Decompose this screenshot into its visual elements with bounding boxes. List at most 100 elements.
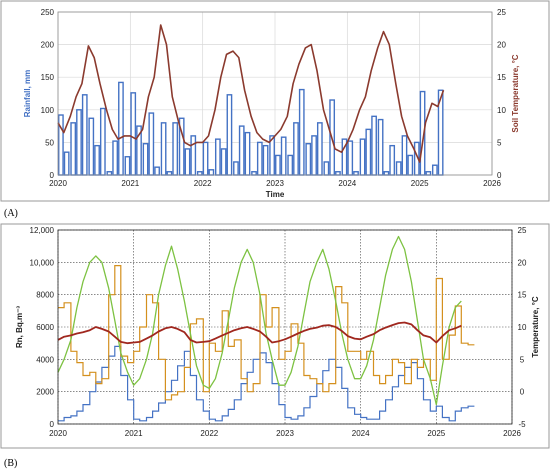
- chart-a-rainfall-bar: [70, 122, 77, 176]
- chart-a-rainfall-bar: [63, 151, 70, 176]
- chart-a-y-left-tick-label: 250: [41, 8, 55, 17]
- chart-a-x-axis-title: Time: [266, 190, 285, 199]
- chart-a-x-tick-label: 2020: [49, 179, 67, 188]
- chart-b-x-tick-label: 2020: [49, 429, 67, 438]
- chart-a-rainfall-bar: [124, 156, 131, 176]
- chart-a-rainfall-bar: [208, 169, 215, 176]
- chart-a-rainfall-bar: [99, 107, 106, 176]
- chart-a-rainfall-bar: [226, 94, 233, 176]
- chart-a-y-right-tick-label: 5: [497, 138, 502, 147]
- chart-a-rainfall-bar: [311, 135, 317, 176]
- chart-a-rainfall-bar: [335, 171, 341, 176]
- chart-b-y-left-tick-label: 6000: [36, 323, 54, 332]
- chart-a-rainfall-bar: [395, 161, 402, 176]
- chart-a-rainfall-bar: [305, 143, 312, 176]
- chart-a-rainfall-bar: [88, 117, 95, 176]
- chart-a-rainfall-bar: [359, 138, 366, 176]
- chart-b-y-left-tick-label: 0: [50, 420, 55, 429]
- chart-a-y-left-tick-label: 200: [41, 41, 55, 50]
- chart-b-radon-temperature: 2020 2021 2022 2023 2024 2025 2026020004000600…: [0, 223, 550, 469]
- chart-a-rainfall-bar: [371, 115, 377, 176]
- chart-b-y-right-tick-label: -5: [518, 420, 526, 429]
- chart-a-y-left-tick-label: 0: [50, 171, 55, 180]
- chart-b-y-left-tick-label: 12,000: [30, 226, 55, 235]
- chart-a-y-right-tick-label: 25: [497, 8, 506, 17]
- chart-a-frame: [0, 0, 550, 202]
- chart-a-rainfall-bar: [154, 166, 160, 176]
- chart-b-y-right-tick-label: 10: [518, 323, 527, 332]
- chart-a-rainfall-bar: [142, 143, 149, 176]
- panel-label-b: (B): [4, 458, 17, 469]
- chart-b-x-tick-label: 2025: [427, 429, 445, 438]
- chart-a-rainfall-bar: [389, 144, 396, 176]
- chart-a-rainfall-bar: [383, 171, 390, 176]
- chart-a-rainfall-bar: [76, 109, 82, 176]
- chart-a-soil-temperature-line: [57, 24, 445, 163]
- chart-b-x-tick-label: 2026: [503, 429, 521, 438]
- chart-a-rainfall-bar: [275, 154, 281, 176]
- chart-a-rainfall-bar: [377, 118, 384, 176]
- chart-a-rainfall-bar: [220, 148, 227, 176]
- chart-a-rainfall-bar: [160, 122, 167, 176]
- chart-b-y-left-tick-label: 4000: [36, 355, 54, 364]
- chart-a-y-right-tick-label: 15: [497, 73, 506, 82]
- chart-b-rn-orange-line: [58, 265, 475, 401]
- chart-a-rainfall-bar: [106, 171, 113, 176]
- chart-a-rainfall-bar: [244, 131, 251, 176]
- chart-b-x-tick-label: 2023: [276, 429, 294, 438]
- chart-a-y-right-tick-label: 10: [497, 106, 506, 115]
- chart-a-rainfall-bar: [287, 154, 294, 176]
- chart-b-y-left-tick-label: 8000: [36, 291, 54, 300]
- chart-a-rainfall-bar: [148, 112, 155, 176]
- chart-b-y-right-tick-label: 25: [518, 226, 527, 235]
- chart-a-y-right-tick-label: 0: [497, 171, 502, 180]
- chart-a-y-right-tick-label: 20: [497, 41, 506, 50]
- chart-b-soil-temperature-red-line: [57, 321, 462, 345]
- chart-a-y-left-tick-label: 100: [41, 106, 55, 115]
- chart-a-rainfall-bar: [353, 171, 359, 176]
- chart-a-rainfall-bar: [262, 144, 269, 176]
- chart-a-rainfall-bar: [94, 144, 100, 176]
- panel-label-a: (A): [4, 208, 18, 219]
- chart-a-rainfall-bar: [166, 171, 173, 176]
- chart-a-rainfall-bar: [238, 125, 245, 176]
- chart-a-rainfall-bar: [251, 171, 257, 176]
- chart-a-rainfall-bar: [323, 161, 330, 176]
- chart-a-y-left-axis-title: Rainfall, mm: [23, 70, 32, 118]
- chart-b-x-tick-label: 2022: [200, 429, 218, 438]
- chart-a-x-tick-label: 2025: [411, 179, 429, 188]
- chart-a-rainfall-bar: [425, 171, 432, 176]
- chart-a-rainfall-bar: [184, 148, 191, 176]
- chart-a-rainfall-bar: [202, 141, 209, 176]
- chart-a-y-left-tick-label: 150: [41, 73, 55, 82]
- chart-b-y-right-tick-label: 20: [518, 258, 527, 267]
- chart-a-rainfall-bar: [401, 135, 408, 176]
- chart-a-rainfall-bar: [256, 141, 263, 176]
- chart-a-y-right-axis-title: Soil Temperature, °C: [511, 54, 520, 132]
- chart-b-x-tick-label: 2024: [352, 429, 370, 438]
- chart-a-rainfall-bar: [407, 154, 414, 176]
- chart-a-rainfall-bar: [196, 171, 203, 176]
- chart-a-rainfall-bar: [112, 140, 119, 176]
- chart-b-y-left-tick-label: 2000: [36, 388, 54, 397]
- chart-b-y-right-axis-title: Temperature, °C: [531, 296, 540, 358]
- chart-b-frame: [0, 223, 550, 449]
- chart-a-rainfall-bar: [190, 135, 197, 176]
- chart-a-rainfall-soil-temperature: 2020 2021 2022 2023 2024 2025 2026050100150200…: [0, 0, 550, 219]
- chart-a-y-left-tick-label: 50: [45, 138, 54, 147]
- chart-a-x-tick-label: 2024: [338, 179, 356, 188]
- chart-a-rainfall-bar: [130, 92, 137, 176]
- chart-a-rainfall-bar: [172, 122, 179, 176]
- chart-a-rainfall-bar: [316, 122, 323, 176]
- chart-a-x-tick-label: 2021: [121, 179, 139, 188]
- chart-a-rainfall-bar: [233, 161, 239, 176]
- chart-b-x-tick-label: 2021: [125, 429, 143, 438]
- chart-a-rainfall-bar: [293, 122, 299, 176]
- chart-b-y-right-tick-label: 15: [518, 291, 527, 300]
- chart-b-temperature-green-line: [57, 235, 462, 406]
- chart-b-y-left-tick-label: 10,000: [30, 258, 55, 267]
- chart-a-x-tick-label: 2026: [483, 179, 501, 188]
- chart-a-x-tick-label: 2022: [194, 179, 212, 188]
- chart-a-rainfall-bar: [365, 128, 372, 176]
